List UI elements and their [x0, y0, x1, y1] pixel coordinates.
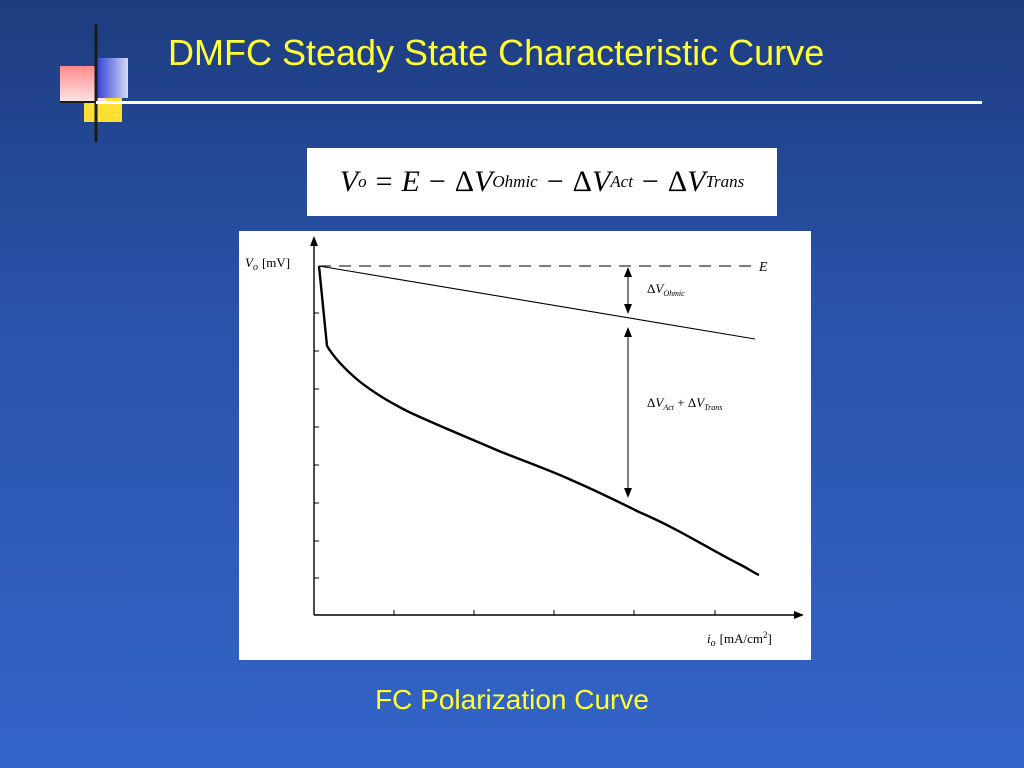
title-divider [96, 101, 982, 104]
slide-title: DMFC Steady State Characteristic Curve [168, 32, 825, 73]
eq-sub-act: Act [610, 172, 633, 191]
act-trans-label: ΔVAct + ΔVTrans [647, 395, 722, 412]
ohmic-label: ΔVOhmic [647, 281, 685, 298]
eq-v-2: V [591, 165, 611, 198]
eq-minus-3: − [641, 165, 659, 198]
ohmic-loss-line [318, 265, 756, 340]
x-axis-label: io [mA/cm2] [707, 630, 772, 649]
eq-equals: = [375, 165, 393, 198]
eq-delta-1: Δ [454, 165, 475, 198]
eq-sub-trans: Trans [705, 172, 745, 191]
y-ticks [314, 312, 319, 579]
eq-delta-2: Δ [572, 165, 592, 198]
eq-minus-2: − [546, 165, 564, 198]
eq-minus-1: − [428, 165, 446, 198]
e-label: E [758, 260, 768, 275]
eq-e: E [401, 165, 420, 198]
figure-caption: FC Polarization Curve [375, 684, 649, 715]
eq-v-3: V [687, 165, 706, 198]
eq-sub-ohmic: Ohmic [492, 172, 538, 191]
polarization-curve [317, 265, 760, 577]
eq-v-sub: o [358, 172, 367, 191]
eq-v-1: V [474, 165, 493, 198]
y-axis-label: Vo [mV] [245, 255, 290, 273]
polarization-plot: Vo [mV] E ΔVOhmic ΔVAct + ΔVTrans io [mA/c… [239, 231, 811, 660]
x-ticks [393, 610, 716, 615]
decorative-logo [60, 24, 140, 142]
eq-v: V [339, 165, 359, 198]
eq-delta-3: Δ [667, 165, 688, 198]
